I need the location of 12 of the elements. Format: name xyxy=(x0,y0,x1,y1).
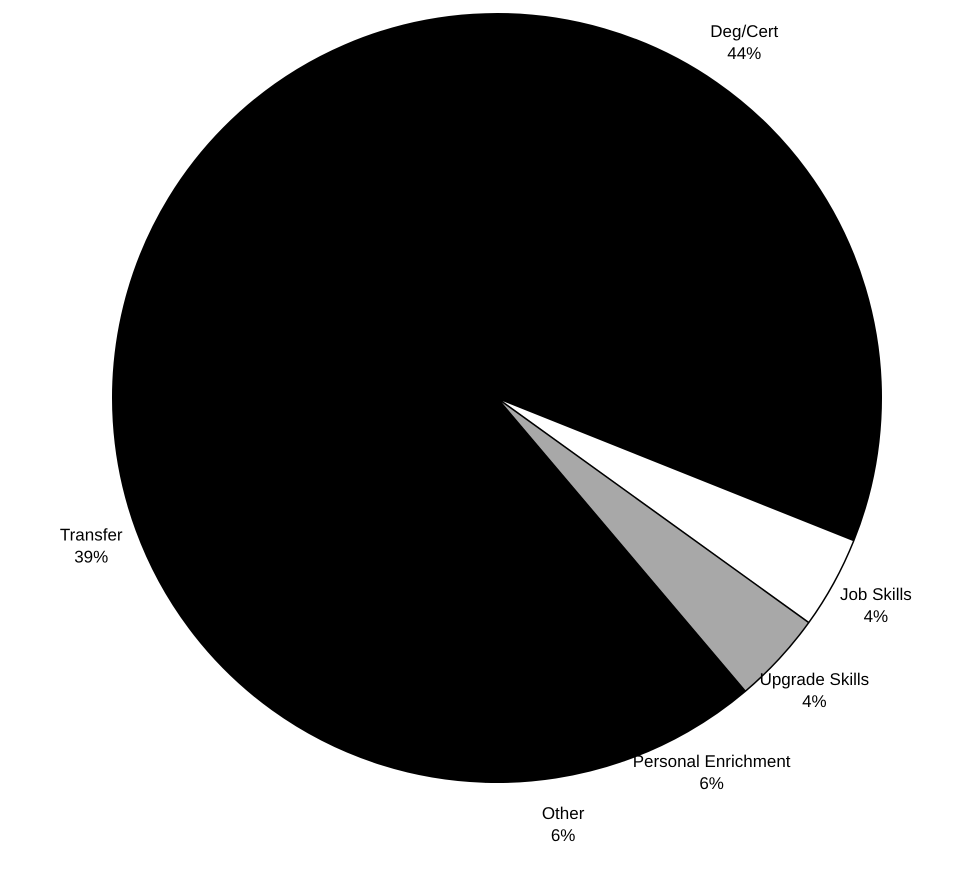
data-label: 4% xyxy=(802,692,827,712)
slice-label: Job Skills xyxy=(840,584,912,604)
slice-label: Transfer xyxy=(60,526,123,545)
data-label: 6% xyxy=(550,826,576,845)
slice-label: Other xyxy=(542,804,585,823)
slice-label: Personal Enrichment xyxy=(632,752,791,771)
slice-label: Deg/Cert xyxy=(710,22,779,42)
data-label: 39% xyxy=(74,548,108,567)
data-label: 44% xyxy=(727,44,762,64)
slice-label: Upgrade Skills xyxy=(760,670,870,690)
data-label: 6% xyxy=(699,774,724,793)
data-label: 4% xyxy=(864,606,888,626)
